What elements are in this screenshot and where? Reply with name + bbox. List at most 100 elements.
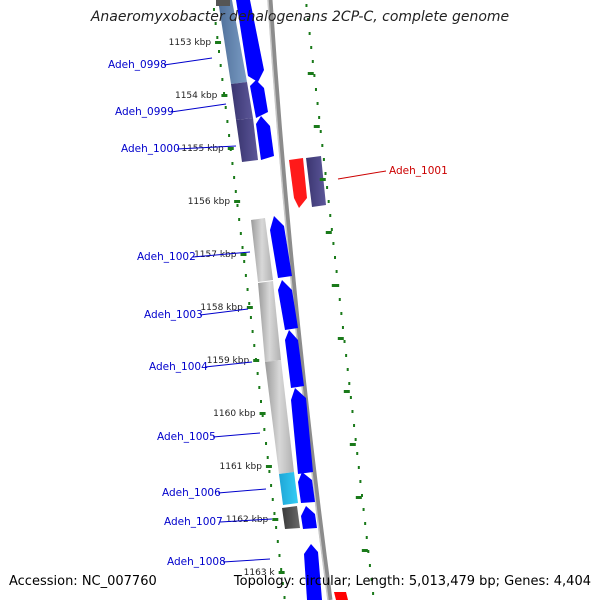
skew-dot [233, 176, 236, 179]
skew-dot [263, 428, 266, 431]
gene-label[interactable]: Adeh_1005 [157, 431, 216, 443]
tick-mark-outer [313, 125, 320, 128]
gene-label[interactable]: Adeh_1003 [144, 309, 203, 321]
cds-arrow-9[interactable] [301, 506, 317, 529]
skew-dot [243, 260, 246, 263]
map-title: Anaeromyxobacter dehalogenans 2CP-C, com… [90, 9, 510, 25]
skew-dot [266, 456, 269, 459]
tick-mark [234, 200, 241, 203]
gene-block-reverse[interactable] [306, 156, 326, 207]
skew-dot [359, 480, 362, 483]
gene-block-adeh-1000[interactable] [236, 118, 258, 162]
gene-label[interactable]: Adeh_1001 [389, 165, 448, 177]
skew-dot [368, 564, 371, 567]
tick-label: 1159 kbp [207, 356, 250, 366]
cds-arrow-3[interactable] [256, 116, 274, 160]
skew-dot [326, 186, 329, 189]
skew-dot [330, 228, 333, 231]
skew-dot [221, 78, 224, 81]
skew-dot [212, 8, 215, 11]
gene-block-adeh-0999[interactable] [231, 82, 253, 120]
gene-block-adeh-0998[interactable] [218, 0, 247, 84]
gene-label[interactable]: Adeh_0998 [108, 59, 167, 71]
tick-mark [259, 412, 266, 415]
cds-arrow-2[interactable] [250, 80, 268, 118]
gene-label[interactable]: Adeh_1002 [137, 251, 196, 263]
skew-dot [271, 498, 274, 501]
skew-dot [218, 50, 220, 53]
skew-dot [280, 568, 283, 571]
cds-arrow-1[interactable] [236, 0, 264, 82]
tick-mark-outer [319, 178, 326, 181]
gene-label[interactable]: Adeh_1006 [162, 487, 221, 499]
cds-arrow-7[interactable] [291, 388, 313, 474]
gene-block-adeh-1005[interactable] [265, 360, 294, 474]
gene-block-adeh-1003[interactable] [258, 281, 281, 362]
gene-label[interactable]: Adeh_1000 [121, 143, 180, 155]
skew-dot [224, 106, 227, 109]
cds-arrow-8[interactable] [298, 472, 315, 503]
skew-dot [362, 508, 365, 511]
cds-arrow-bottom-red[interactable] [334, 592, 348, 600]
skew-dot [258, 386, 261, 389]
gene-blocks [216, 0, 300, 529]
cds-arrow-4[interactable] [270, 216, 292, 278]
skew-dot [348, 382, 351, 385]
skew-dot [365, 536, 368, 539]
tick-label: 1163 k [244, 568, 276, 578]
gene-leader-line [199, 308, 249, 316]
gene-leader-line [192, 251, 251, 258]
cds-arrow-10[interactable] [304, 544, 322, 600]
gene-label[interactable]: Adeh_1004 [149, 361, 208, 373]
gene-label[interactable]: Adeh_0999 [115, 106, 174, 118]
skew-dot [335, 270, 338, 273]
skew-dot [236, 204, 239, 207]
tick-mark [278, 571, 285, 574]
skew-dot [314, 88, 317, 91]
cds-arrow-adeh-1001[interactable] [289, 158, 307, 208]
skew-dot [313, 74, 316, 77]
gene-block-adeh-1007[interactable] [282, 506, 300, 529]
tick-mark-outer [349, 443, 356, 446]
skew-dot [248, 302, 251, 305]
tick-mark [265, 465, 272, 468]
tick-mark [227, 147, 234, 150]
gene-leader-line [222, 558, 271, 563]
skew-dot [249, 316, 252, 319]
skew-dot [275, 526, 278, 529]
skew-dot [244, 274, 247, 277]
skew-dot [364, 522, 367, 525]
tick-mark-outer [337, 337, 344, 340]
skew-dot [321, 144, 324, 147]
skew-dot [276, 540, 279, 543]
skew-dot [351, 410, 354, 413]
skew-dot [324, 172, 327, 175]
skew-dot [338, 298, 341, 301]
gene-block-adeh-1002[interactable] [251, 218, 273, 282]
cds-arrow-6[interactable] [285, 330, 304, 388]
tick-label: 1156 kbp [188, 197, 231, 207]
skew-dot [268, 470, 271, 473]
tick-mark-outer [361, 549, 368, 552]
skew-dot [251, 330, 254, 333]
skew-dot [281, 582, 284, 585]
skew-dot [261, 414, 264, 417]
tick-mark [253, 359, 260, 362]
skew-dot [319, 130, 322, 133]
skew-dot [216, 36, 219, 39]
gene-leader-line [204, 361, 253, 368]
gene-label[interactable]: Adeh_1007 [164, 516, 223, 528]
skew-dot [256, 372, 259, 375]
skew-dot [238, 218, 241, 221]
gene-block-adeh-1006[interactable] [279, 472, 298, 505]
skew-track-outer [305, 4, 375, 595]
skew-dot [228, 134, 231, 137]
skew-dot [278, 554, 281, 557]
skew-dot [360, 494, 363, 497]
tick-mark-outer [343, 390, 350, 393]
skew-dot [265, 442, 268, 445]
gene-label[interactable]: Adeh_1008 [167, 556, 226, 568]
cds-arrow-5[interactable] [278, 280, 298, 330]
cds-arrows [236, 0, 322, 600]
tick-mark-outer [331, 284, 338, 287]
